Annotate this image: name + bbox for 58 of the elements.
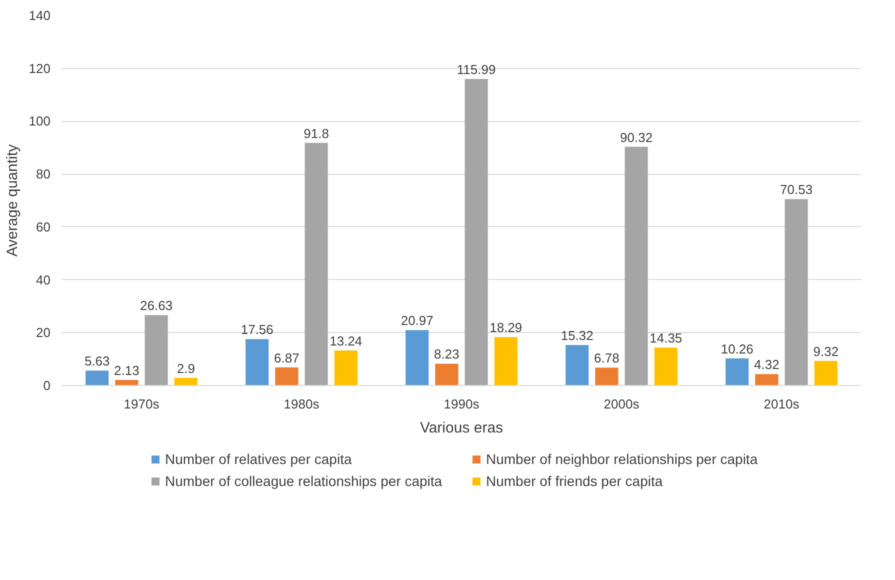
x-tick-label: 1990s	[444, 396, 480, 412]
bar	[275, 367, 298, 386]
bar	[494, 337, 518, 386]
bar	[86, 370, 109, 386]
y-tick-label: 40	[36, 272, 51, 288]
data-label: 91.8	[304, 126, 329, 141]
x-axis-title: Various eras	[420, 420, 504, 436]
bar	[464, 78, 488, 386]
x-tick-label: 2000s	[604, 396, 640, 412]
legend-label: Number of friends per capita	[486, 473, 664, 489]
bar	[566, 345, 589, 386]
data-label: 4.32	[754, 357, 780, 372]
legend-label: Number of colleague relationships per capita	[165, 473, 444, 489]
data-label: 17.56	[240, 322, 274, 338]
bar	[435, 364, 458, 386]
data-label: 5.63	[84, 354, 110, 369]
bar	[144, 315, 168, 386]
data-label: 10.26	[720, 341, 754, 356]
data-label: 2.9	[176, 360, 195, 376]
y-tick-label: 20	[36, 325, 51, 340]
data-label: 6.78	[594, 350, 620, 366]
data-label: 18.29	[490, 320, 522, 336]
y-tick-label: 0	[43, 378, 51, 393]
legend-label: Number of relatives per capita	[165, 451, 353, 467]
bar	[334, 350, 358, 386]
y-tick-label: 140	[28, 8, 51, 23]
bar	[595, 368, 618, 386]
data-label: 90.32	[620, 130, 653, 145]
data-label: 6.87	[274, 350, 300, 366]
data-label: 14.35	[650, 330, 682, 346]
data-label: 15.32	[560, 328, 594, 344]
data-label: 13.24	[330, 334, 362, 349]
bar	[814, 360, 838, 386]
y-axis-title: Average quantity	[4, 144, 21, 257]
bar	[304, 142, 328, 386]
bar	[755, 374, 778, 386]
legend-label: Number of neighbor relationships per capita	[486, 451, 759, 467]
y-tick-label: 100	[28, 114, 51, 129]
bar	[406, 330, 429, 386]
data-label: 115.99	[456, 62, 496, 77]
x-tick-label: 2010s	[764, 396, 800, 412]
data-label: 70.53	[780, 182, 813, 198]
data-label: 2.13	[114, 362, 140, 378]
y-tick-label: 120	[28, 60, 51, 76]
bar	[726, 358, 749, 386]
x-tick-label: 1970s	[124, 396, 160, 412]
y-tick-label: 80	[36, 166, 51, 182]
bar	[246, 339, 269, 386]
x-tick-label: 1980s	[284, 396, 320, 412]
data-label: 9.32	[813, 344, 839, 359]
bar	[174, 378, 198, 386]
bar	[624, 146, 648, 386]
bar	[784, 199, 808, 386]
data-label: 20.97	[400, 313, 434, 328]
bar	[654, 348, 678, 386]
data-label: 8.23	[434, 346, 460, 362]
y-tick-label: 60	[36, 219, 51, 234]
data-label: 26.63	[140, 298, 173, 314]
